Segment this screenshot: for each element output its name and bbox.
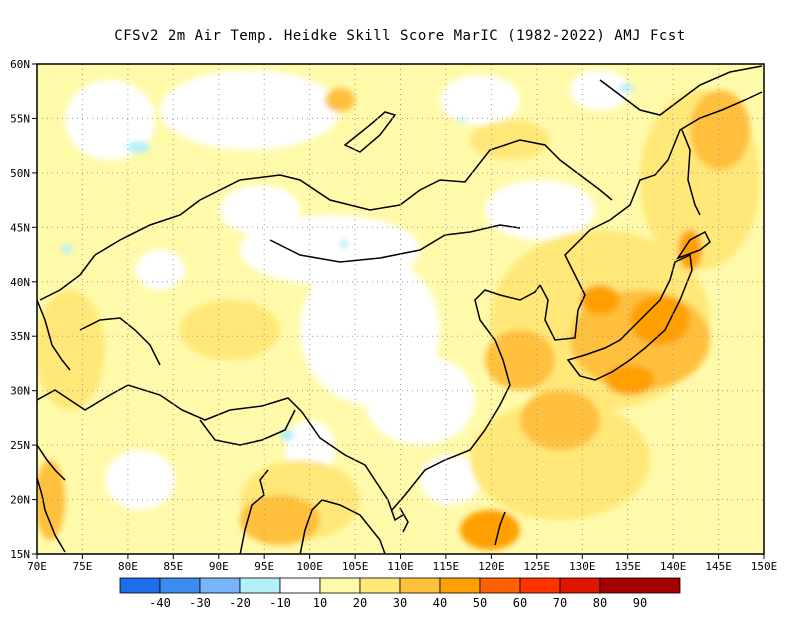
colorbar-label: 60 — [513, 596, 527, 610]
colorbar-label: 70 — [553, 596, 567, 610]
lat-label: 35N — [10, 330, 30, 343]
colorbar-label: 10 — [313, 596, 327, 610]
lon-label: 75E — [72, 560, 92, 573]
lon-label: 120E — [478, 560, 505, 573]
colorbar-label: -10 — [269, 596, 291, 610]
lat-label: 30N — [10, 385, 30, 398]
colorbar-label: -40 — [149, 596, 171, 610]
lon-label: 70E — [27, 560, 47, 573]
colorbar-swatch — [559, 577, 601, 594]
colorbar: -40 -30 -20 -10 10 20 30 40 50 60 70 80 … — [119, 577, 681, 610]
colorbar-label: 90 — [633, 596, 647, 610]
lon-label: 135E — [614, 560, 641, 573]
coastlines-borders — [37, 65, 763, 554]
colorbar-label: 80 — [593, 596, 607, 610]
colorbar-swatch — [439, 577, 481, 594]
lon-label: 125E — [524, 560, 551, 573]
colorbar-label: 30 — [393, 596, 407, 610]
colorbar-swatch — [319, 577, 361, 594]
lon-label: 95E — [254, 560, 274, 573]
lon-label: 150E — [751, 560, 778, 573]
colorbar-swatch — [279, 577, 321, 594]
colorbar-label: 20 — [353, 596, 367, 610]
lon-label: 105E — [342, 560, 369, 573]
colorbar-label: -20 — [229, 596, 251, 610]
colorbar-swatch — [159, 577, 201, 594]
lat-label: 40N — [10, 276, 30, 289]
lat-label: 60N — [10, 58, 30, 71]
lat-label: 50N — [10, 167, 30, 180]
chart-title: CFSv2 2m Air Temp. Heidke Skill Score Ma… — [114, 28, 686, 44]
lon-label: 80E — [118, 560, 138, 573]
lat-label: 25N — [10, 439, 30, 452]
lat-label: 55N — [10, 112, 30, 125]
gridlines — [37, 64, 764, 554]
lon-label: 130E — [569, 560, 596, 573]
lat-label: 45N — [10, 221, 30, 234]
lon-label: 145E — [705, 560, 732, 573]
colorbar-swatch — [359, 577, 401, 594]
lon-label: 140E — [660, 560, 687, 573]
colorbar-swatch — [399, 577, 441, 594]
axis-tick-marks — [32, 63, 765, 559]
lon-label: 85E — [163, 560, 183, 573]
lon-label: 110E — [387, 560, 414, 573]
lat-tick-labels: 15N 20N 25N 30N 35N 40N 45N 50N 55N 60N — [10, 58, 30, 561]
colorbar-label: 50 — [473, 596, 487, 610]
colorbar-swatch — [119, 577, 161, 594]
lat-label: 20N — [10, 494, 30, 507]
lon-label: 100E — [296, 560, 323, 573]
skill-field — [37, 64, 764, 554]
colorbar-swatch — [519, 577, 561, 594]
colorbar-swatch — [479, 577, 521, 594]
colorbar-label: -30 — [189, 596, 211, 610]
lat-label: 15N — [10, 548, 30, 561]
colorbar-swatch — [239, 577, 281, 594]
lon-tick-labels: 70E 75E 80E 85E 90E 95E 100E 105E 110E 1… — [27, 560, 777, 573]
colorbar-swatch — [599, 577, 681, 594]
colorbar-label: 40 — [433, 596, 447, 610]
lon-label: 115E — [433, 560, 460, 573]
colorbar-swatch — [199, 577, 241, 594]
lon-label: 90E — [209, 560, 229, 573]
